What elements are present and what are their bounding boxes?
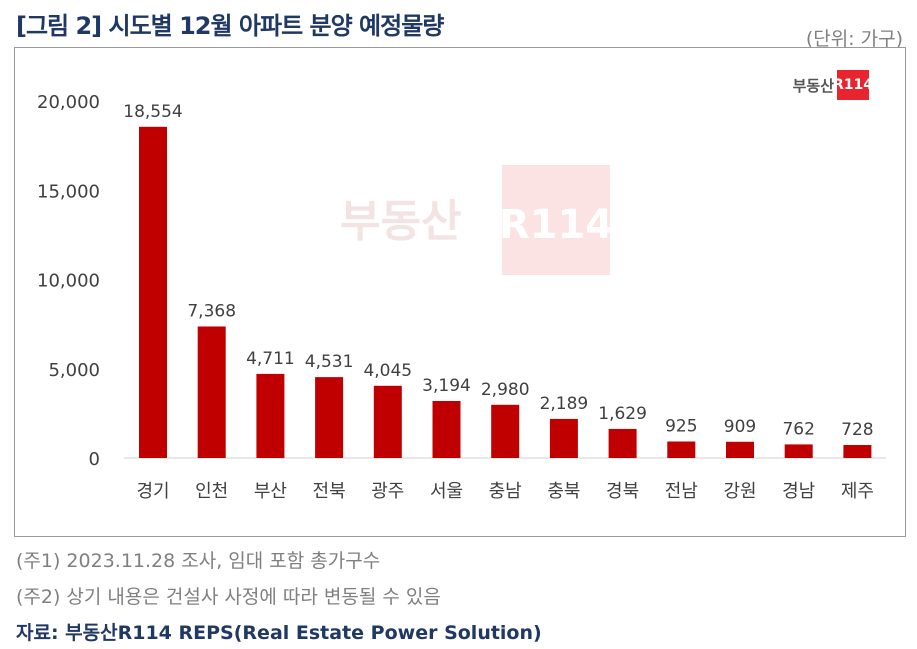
source: 자료: 부동산R114 REPS(Real Estate Power Solut…: [16, 622, 542, 644]
data-label: 762: [782, 419, 814, 439]
data-label: 7,368: [187, 301, 236, 321]
bar: [256, 373, 285, 458]
note-1: (주1) 2023.11.28 조사, 임대 포함 총가구수: [16, 550, 381, 572]
bar: [784, 444, 813, 458]
y-tick-label: 20,000: [37, 92, 100, 113]
watermark-text: 부동산: [340, 196, 461, 247]
bar: [315, 377, 344, 458]
x-tick-label: 경남: [782, 481, 815, 502]
logo-badge: R114: [833, 70, 873, 100]
note-2: (주2) 상기 내용은 건설사 사정에 따라 변동될 수 있음: [16, 586, 441, 608]
data-label: 925: [665, 416, 697, 436]
x-tick-label: 서울: [430, 481, 463, 502]
bar: [197, 326, 226, 458]
bar: [549, 418, 578, 458]
x-tick-label: 인천: [195, 481, 228, 502]
logo: 부동산 R114: [792, 70, 873, 100]
data-label: 909: [724, 417, 756, 437]
bar: [139, 126, 167, 458]
data-label: 4,531: [305, 352, 354, 372]
data-label: 1,629: [598, 404, 647, 424]
x-tick-label: 경기: [136, 481, 169, 502]
y-tick-label: 5,000: [48, 360, 100, 381]
x-tick-label: 경북: [606, 481, 639, 502]
data-label: 18,554: [123, 102, 182, 122]
x-tick-label: 충남: [489, 481, 522, 502]
bar: [667, 441, 696, 458]
x-tick-label: 충북: [547, 481, 580, 502]
watermark-badge-bg: [502, 165, 610, 275]
bar: [373, 385, 402, 458]
page-title: [그림 2] 시도별 12월 아파트 분양 예정물량: [16, 12, 444, 40]
x-tick-label: 강원: [723, 481, 756, 502]
bar: [432, 400, 461, 458]
x-tick-label: 광주: [371, 481, 404, 502]
data-label: 3,194: [422, 376, 471, 396]
y-tick-label: 0: [89, 449, 100, 470]
y-tick-label: 15,000: [37, 181, 100, 202]
unit-label: (단위: 가구): [805, 28, 903, 50]
bar: [726, 441, 754, 458]
data-label: 728: [841, 420, 873, 440]
chart-frame: [14, 47, 906, 537]
data-label: 4,711: [246, 349, 295, 369]
data-label: 2,189: [540, 394, 589, 414]
data-label: 2,980: [481, 380, 530, 400]
y-tick-label: 10,000: [37, 271, 100, 292]
x-tick-label: 제주: [841, 481, 874, 502]
bar: [608, 428, 637, 458]
bar: [491, 404, 520, 458]
x-tick-label: 전남: [665, 481, 698, 502]
x-tick-label: 부산: [254, 481, 287, 502]
x-tick-label: 전북: [313, 481, 346, 502]
watermark-badge: R114: [499, 202, 613, 248]
logo-text: 부동산: [792, 76, 834, 95]
bar: [843, 445, 872, 458]
data-label: 4,045: [363, 361, 412, 381]
